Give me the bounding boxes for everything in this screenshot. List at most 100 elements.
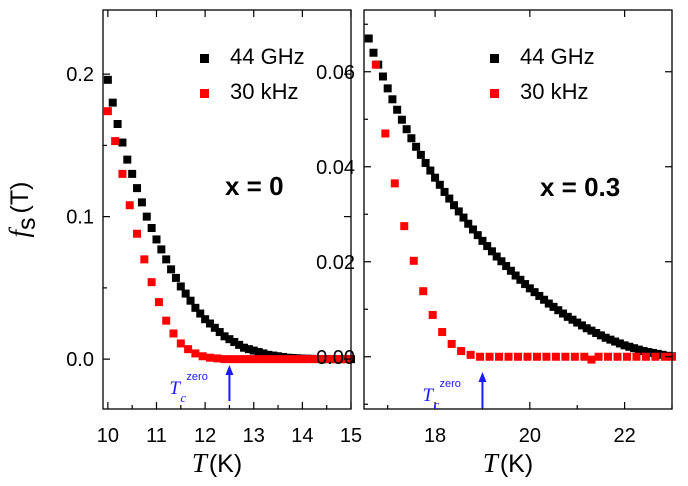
- data-point: [113, 120, 122, 128]
- data-point: [286, 355, 295, 364]
- data-point: [445, 194, 454, 203]
- data-point: [554, 306, 563, 315]
- data-point: [473, 231, 482, 240]
- data-point: [205, 353, 214, 362]
- y-tick-label: 0.00: [316, 347, 355, 369]
- data-point: [184, 345, 193, 354]
- legend-label: 30 kHz: [230, 79, 298, 104]
- data-point: [152, 235, 161, 244]
- data-point: [416, 150, 425, 159]
- data-point: [388, 95, 397, 104]
- data-point: [162, 255, 171, 264]
- data-point: [651, 352, 660, 361]
- data-point: [264, 350, 273, 359]
- data-point: [378, 72, 387, 81]
- data-point: [409, 256, 418, 265]
- data-point: [142, 212, 151, 221]
- panel-1: 10 11 12 13 14 15 0.0 0.1 0.2 T(K) fs(T) 44 GHz 30 k…: [4, 9, 362, 478]
- data-point: [630, 344, 639, 353]
- tc-symbol: T: [422, 385, 434, 406]
- data-point: [530, 288, 539, 297]
- data-point: [300, 355, 309, 364]
- data-point: [205, 319, 214, 328]
- data-point: [171, 273, 180, 282]
- data-point: [123, 155, 132, 164]
- data-point: [457, 347, 466, 356]
- data-point: [632, 352, 641, 361]
- x-tick-label: 11: [146, 425, 167, 447]
- data-point: [364, 34, 373, 43]
- data-point: [540, 295, 549, 304]
- data-point: [196, 309, 205, 318]
- data-point: [544, 299, 553, 308]
- data-point: [577, 321, 586, 330]
- data-point: [118, 169, 127, 178]
- data-point: [210, 323, 219, 332]
- tc-superscript: zero: [186, 371, 207, 383]
- data-point: [381, 129, 390, 138]
- data-point: [506, 266, 515, 275]
- x-axis-label: T(K): [483, 448, 533, 478]
- data-point: [523, 352, 532, 361]
- data-point: [468, 225, 477, 234]
- data-point: [198, 352, 207, 361]
- data-point: [594, 352, 603, 361]
- plot-frame: [102, 9, 352, 410]
- y-tick-label: 0.02: [316, 252, 355, 274]
- data-point: [103, 107, 112, 116]
- data-point: [293, 355, 302, 364]
- tc-symbol: T: [169, 378, 181, 399]
- data-point: [227, 355, 236, 364]
- data-point: [133, 184, 142, 193]
- y-tick-label: 0.1: [66, 207, 94, 229]
- plot-frame: [363, 9, 673, 410]
- data-point: [108, 98, 117, 107]
- data-point: [582, 324, 591, 333]
- data-point: [563, 312, 572, 321]
- data-point: [191, 303, 200, 312]
- x-tick-label: 13: [243, 425, 265, 447]
- data-point: [644, 348, 653, 356]
- x-tick-label: 15: [340, 425, 362, 447]
- data-point: [435, 180, 444, 189]
- data-point: [622, 352, 631, 361]
- data-point: [611, 337, 620, 346]
- data-point: [587, 355, 596, 364]
- data-point: [308, 355, 317, 364]
- data-point: [147, 224, 156, 233]
- data-point: [264, 355, 273, 364]
- data-point: [278, 355, 287, 364]
- x-tick-label: 10: [97, 425, 119, 447]
- legend-marker: [490, 89, 499, 98]
- data-point: [639, 347, 648, 356]
- data-point: [329, 355, 338, 364]
- data-point: [412, 142, 421, 151]
- data-point: [157, 245, 166, 254]
- data-point: [596, 331, 605, 340]
- legend-marker: [490, 54, 499, 63]
- data-point: [487, 247, 496, 256]
- data-point: [140, 255, 149, 264]
- data-point: [447, 339, 456, 348]
- data-point: [454, 207, 463, 216]
- legend-label: 30 kHz: [520, 79, 588, 104]
- data-point: [369, 48, 378, 57]
- legend-label: 44 GHz: [230, 44, 305, 69]
- tc-arrow-head: [478, 372, 487, 382]
- data-point: [561, 352, 570, 361]
- data-point: [573, 318, 582, 327]
- data-point: [660, 352, 669, 361]
- data-point: [230, 338, 239, 347]
- data-point: [549, 302, 558, 311]
- data-point: [431, 173, 440, 182]
- data-point: [532, 352, 541, 361]
- data-point: [137, 198, 146, 207]
- data-point: [613, 352, 622, 361]
- data-point: [426, 166, 435, 175]
- tc-subscript: c: [433, 397, 439, 412]
- data-point: [592, 329, 601, 337]
- data-point: [383, 84, 392, 93]
- data-point: [176, 339, 185, 348]
